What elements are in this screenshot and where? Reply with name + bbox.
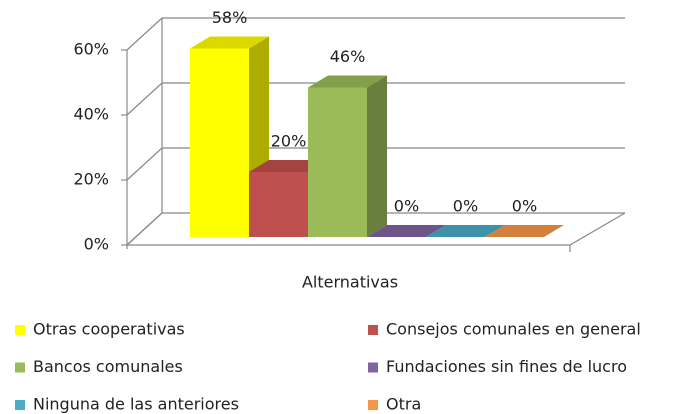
y-tick-label: 0% — [84, 235, 109, 254]
bar-top — [426, 225, 505, 237]
x-axis-label: Alternativas — [302, 273, 398, 292]
data-label: 46% — [330, 47, 366, 66]
data-label: 0% — [453, 197, 478, 216]
grid-line — [126, 212, 625, 246]
legend-label: Otra — [386, 395, 421, 414]
legend-swatch — [15, 400, 25, 410]
bar — [249, 172, 308, 237]
legend-label: Bancos comunales — [33, 357, 183, 376]
bar-side — [367, 75, 387, 237]
legend-swatch — [368, 362, 378, 373]
y-tick-label: 20% — [73, 170, 109, 189]
bar — [308, 87, 367, 237]
bar-top — [308, 75, 387, 88]
legend-swatch — [368, 325, 378, 335]
grid-line — [126, 147, 625, 181]
grid-line — [126, 17, 625, 51]
data-label: 0% — [512, 197, 537, 216]
legend-swatch — [15, 362, 25, 373]
bar — [190, 48, 249, 237]
data-label: 0% — [394, 197, 419, 216]
legend-swatch — [15, 325, 25, 335]
bar-top — [190, 36, 269, 49]
grid-line — [126, 82, 625, 116]
bar-top — [485, 225, 564, 237]
legend-label: Ninguna de las anteriores — [33, 395, 239, 414]
data-label: 20% — [271, 132, 307, 151]
data-label: 58% — [212, 8, 248, 27]
y-tick-label: 40% — [73, 105, 109, 124]
legend-label: Fundaciones sin fines de lucro — [386, 357, 627, 376]
legend-label: Consejos comunales en general — [386, 320, 641, 339]
legend-label: Otras cooperativas — [33, 320, 185, 339]
left-wall — [126, 18, 163, 246]
y-tick-label: 60% — [73, 40, 109, 59]
bar-top — [367, 225, 446, 237]
legend-swatch — [368, 400, 378, 410]
